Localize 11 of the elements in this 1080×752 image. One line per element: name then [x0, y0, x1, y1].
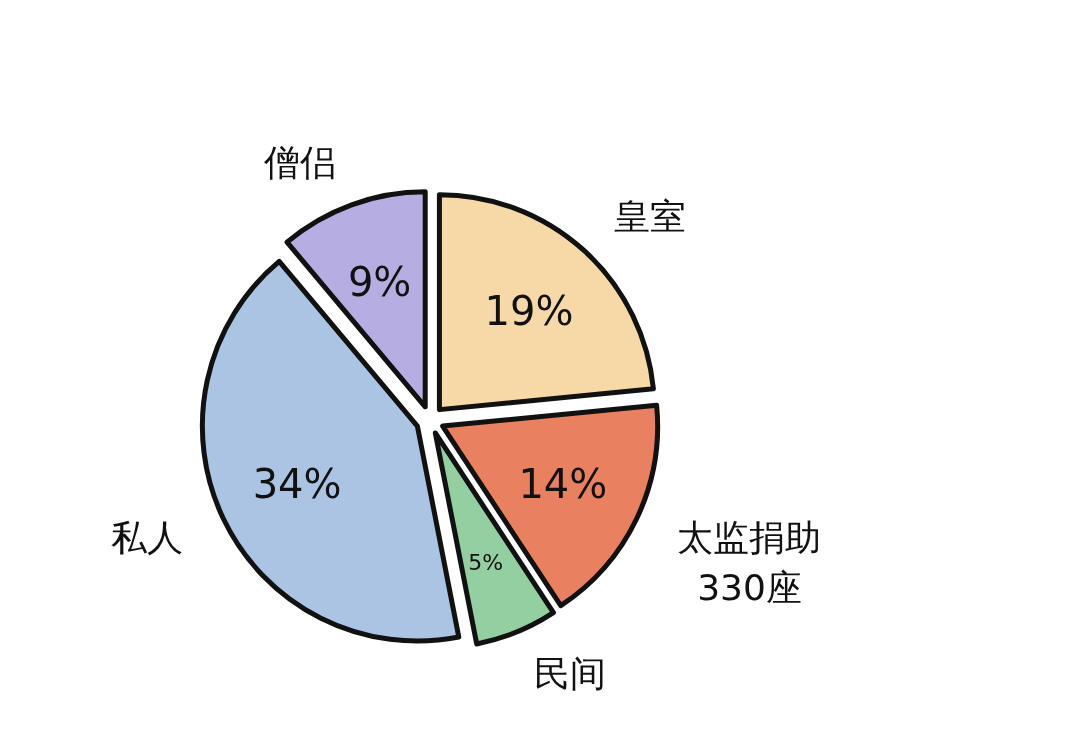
text: 330座	[697, 567, 802, 609]
data-label: 14%	[518, 460, 608, 507]
slice-label: 民间	[533, 652, 606, 694]
data-label: 19%	[484, 287, 574, 334]
slice-label: 太监捐助	[677, 517, 822, 559]
data-label: 34%	[252, 460, 342, 507]
data-label: 9%	[347, 258, 412, 305]
slice-label: 皇室	[614, 196, 687, 238]
data-label: 5%	[468, 550, 504, 576]
slice-label: 僧侣	[264, 141, 337, 183]
slice-label: 私人	[110, 517, 183, 559]
